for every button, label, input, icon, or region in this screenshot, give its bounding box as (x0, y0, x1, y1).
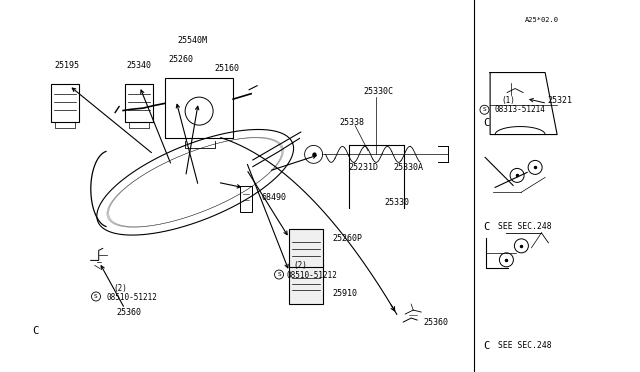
Text: 25330C: 25330C (364, 87, 394, 96)
Text: S: S (483, 107, 486, 112)
Text: 08313-51214: 08313-51214 (495, 105, 545, 114)
Text: 25231D: 25231D (349, 163, 379, 172)
Text: C: C (483, 118, 490, 128)
Text: 25195: 25195 (54, 61, 79, 70)
Text: 25360: 25360 (424, 318, 449, 327)
Text: 25160: 25160 (214, 64, 239, 73)
Text: 25540M: 25540M (177, 36, 207, 45)
Text: C: C (32, 326, 38, 336)
Text: (2): (2) (293, 262, 307, 270)
Text: 08510-51212: 08510-51212 (107, 293, 157, 302)
Text: 25330A: 25330A (394, 163, 424, 172)
Text: 25340: 25340 (127, 61, 152, 70)
Bar (240, 186, 252, 212)
Bar (51, 84, 79, 122)
Bar (165, 78, 233, 138)
Text: (1): (1) (501, 96, 515, 105)
Text: C: C (483, 341, 490, 351)
Text: 25338: 25338 (339, 118, 364, 127)
Text: 25260P: 25260P (333, 234, 363, 243)
Text: S: S (94, 294, 98, 299)
Text: 25321: 25321 (547, 96, 572, 105)
Text: S: S (277, 272, 281, 277)
Text: 25360: 25360 (116, 308, 141, 317)
Bar (289, 264, 323, 304)
Text: 08510-51212: 08510-51212 (287, 271, 337, 280)
Text: 25260: 25260 (168, 55, 193, 64)
Text: 25910: 25910 (333, 289, 358, 298)
Text: 25330: 25330 (384, 198, 409, 207)
Text: SEE SEC.248: SEE SEC.248 (498, 341, 552, 350)
Text: (2): (2) (113, 284, 127, 293)
Text: SEE SEC.248: SEE SEC.248 (498, 222, 552, 231)
Text: C: C (483, 222, 490, 232)
Bar (289, 229, 323, 267)
Text: A25*02.0: A25*02.0 (525, 17, 559, 23)
Bar (125, 84, 153, 122)
Text: 68490: 68490 (261, 193, 286, 202)
